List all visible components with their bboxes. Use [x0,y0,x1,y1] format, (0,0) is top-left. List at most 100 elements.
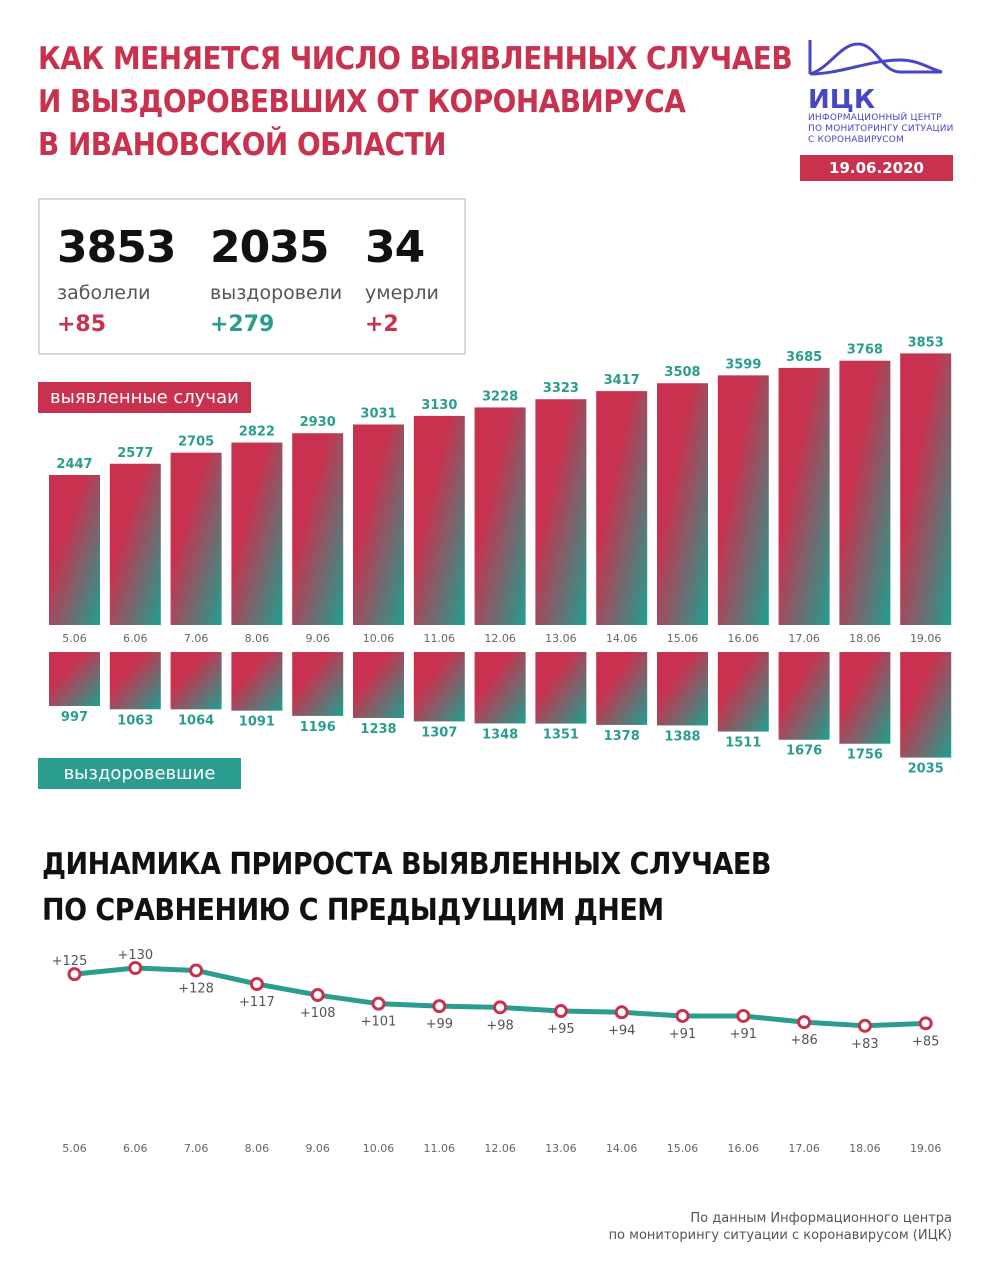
stat-value: 3853 [57,222,176,273]
x-tick-label: 7.06 [184,1142,209,1155]
cases-bar [231,442,283,625]
cases-bar [292,433,344,625]
x-tick-label: 19.06 [910,632,942,645]
recovered-bar [900,652,952,758]
growth-value-label: +94 [608,1023,635,1038]
growth-point [736,1008,751,1023]
recovered-bar [596,652,648,725]
recovered-value-label: 1063 [117,713,153,728]
cases-bar [535,399,587,625]
section-title-line-2: ПО СРАВНЕНИЮ С ПРЕДЫДУЩИМ ДНЕМ [42,893,664,928]
cases-bar [49,475,100,625]
section-title-line-1: ДИНАМИКА ПРИРОСТА ВЫЯВЛЕННЫХ СЛУЧАЕВ [42,847,771,882]
x-tick-label: 19.06 [910,1142,942,1155]
stat-label: выздоровели [210,282,343,304]
x-tick-label: 16.06 [728,1142,760,1155]
growth-value-label: +101 [361,1015,397,1030]
section-title-growth: ДИНАМИКА ПРИРОСТА ВЫЯВЛЕННЫХ СЛУЧАЕВ ПО … [42,842,771,934]
x-tick-label: 18.06 [849,1142,881,1155]
growth-line [72,965,929,1029]
growth-value-label: +95 [547,1022,574,1037]
stats-box: 3853 заболели +85 2035 выздоровели +279 … [38,198,466,355]
title-line-2: И ВЫЗДОРОВЕВШИХ ОТ КОРОНАВИРУСА [38,84,686,120]
stat-delta: +279 [210,312,275,337]
recovered-value-label: 1378 [604,729,640,744]
growth-value-label: +91 [669,1027,696,1042]
stat-label: заболели [57,282,151,304]
x-tick-label: 12.06 [484,1142,516,1155]
x-tick-label: 9.06 [305,632,330,645]
recovered-bar [474,652,526,724]
x-tick-label: 9.06 [305,1142,330,1155]
logo-name: ИЦК [808,85,875,113]
stat-value: 34 [365,222,425,273]
growth-value-label: +98 [486,1018,513,1033]
x-tick-label: 10.06 [363,632,395,645]
recovered-bar [778,652,830,740]
growth-point [857,1018,872,1033]
growth-value-label: +85 [912,1034,939,1049]
recovered-bar [717,652,769,732]
cases-bar [413,415,465,625]
x-tick-label: 17.06 [788,632,820,645]
cases-value-label: 2705 [178,435,214,450]
recovered-value-label: 1756 [847,748,883,763]
stat-value: 2035 [210,222,329,273]
recovered-value-label: 1064 [178,713,214,728]
growth-point [249,976,264,991]
x-tick-label: 13.06 [545,632,577,645]
cases-legend-tag: выявленные случаи [38,382,251,413]
x-tick-label: 14.06 [606,632,638,645]
x-tick-label: 17.06 [788,1142,820,1155]
cases-bar [353,424,404,625]
source-footer: По данным Информационного центра по мони… [608,1211,952,1243]
recovered-value-label: 1196 [300,720,336,735]
x-tick-label: 15.06 [667,1142,699,1155]
recovered-legend-tag: выздоровевшие [38,758,241,789]
x-tick-label: 15.06 [667,632,699,645]
cases-bar [109,463,161,625]
growth-point [67,967,82,982]
recovered-bar [839,652,891,744]
cases-value-label: 3031 [360,406,396,421]
growth-value-label: +130 [117,948,153,963]
recovered-value-label: 997 [61,710,88,725]
x-tick-label: 12.06 [484,632,516,645]
growth-value-label: +99 [426,1017,453,1032]
growth-value-label: +108 [300,1006,336,1021]
recovered-bar [292,652,344,716]
growth-point [432,999,447,1014]
recovered-bar [535,652,587,724]
recovered-bar [49,652,100,706]
logo-wave-icon [808,40,943,76]
x-tick-label: 7.06 [184,632,209,645]
x-tick-label: 5.06 [62,632,87,645]
recovered-value-label: 1307 [421,725,457,740]
growth-point [675,1008,690,1023]
growth-point [310,988,325,1003]
x-tick-label: 8.06 [245,1142,270,1155]
page-title: КАК МЕНЯЕТСЯ ЧИСЛО ВЫЯВЛЕННЫХ СЛУЧАЕВ И … [38,38,793,167]
title-line-1: КАК МЕНЯЕТСЯ ЧИСЛО ВЫЯВЛЕННЫХ СЛУЧАЕВ [38,41,793,77]
cases-bar [839,360,891,625]
growth-value-label: +128 [178,981,214,996]
growth-point [797,1015,812,1030]
growth-value-label: +91 [730,1027,757,1042]
growth-point [128,961,143,975]
growth-value-label: +83 [851,1037,878,1052]
x-tick-label: 5.06 [62,1142,87,1155]
cases-value-label: 3417 [604,373,640,388]
recovered-value-label: 2035 [908,762,944,777]
cases-bar [778,367,830,625]
growth-point [189,963,204,978]
x-tick-label: 13.06 [545,1142,577,1155]
title-line-3: В ИВАНОВСКОЙ ОБЛАСТИ [38,127,446,163]
cases-bar [900,353,952,625]
growth-point [614,1005,629,1020]
daily-growth-line-chart: +125 5.06 +130 6.06 +128 7.06 +117 8.06 +108 9.06… [52,948,942,1155]
cases-bar [596,391,648,625]
cases-value-label: 3853 [908,335,944,350]
cases-value-label: 2930 [300,415,336,430]
cases-value-label: 3323 [543,381,579,396]
x-tick-label: 18.06 [849,632,881,645]
